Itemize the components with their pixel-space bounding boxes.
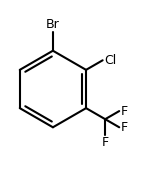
Text: F: F <box>121 121 128 134</box>
Text: F: F <box>102 136 109 149</box>
Text: F: F <box>121 105 128 118</box>
Text: Cl: Cl <box>104 54 116 67</box>
Text: Br: Br <box>46 18 60 31</box>
